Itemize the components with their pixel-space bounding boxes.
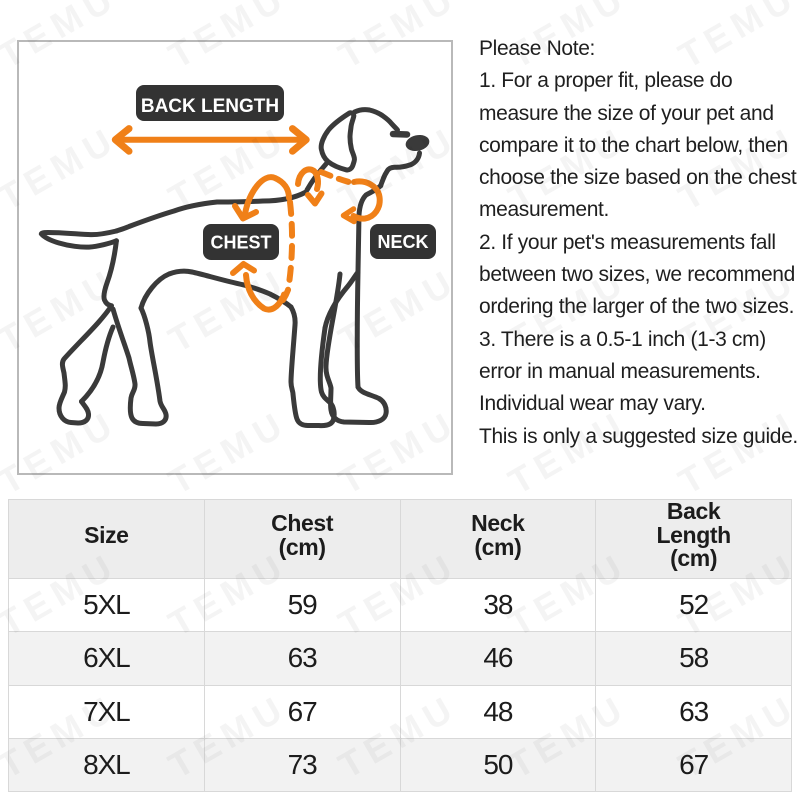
svg-text:CHEST: CHEST [210, 233, 271, 253]
svg-text:NECK: NECK [377, 232, 428, 252]
svg-text:BACK LENGTH: BACK LENGTH [141, 96, 279, 117]
